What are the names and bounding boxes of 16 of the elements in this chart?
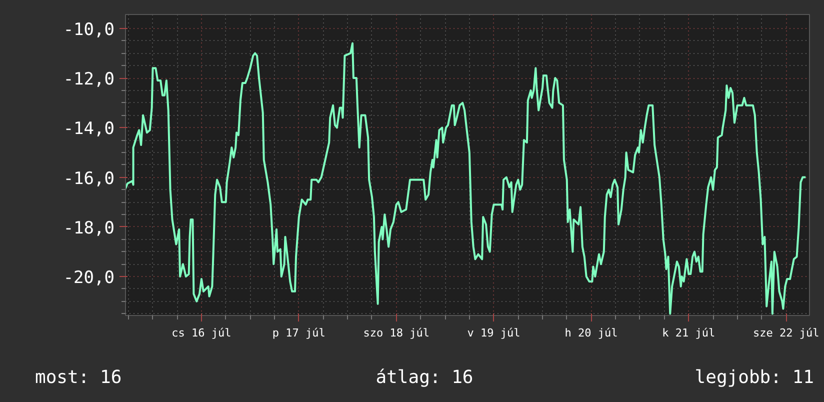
y-tick-label: -10,0 xyxy=(63,20,115,40)
x-tick-label: p 17 júl xyxy=(272,326,326,340)
text: most: 16 xyxy=(35,366,122,390)
y-tick-label: -12,0 xyxy=(63,70,115,90)
x-tick-label: k 21 júl xyxy=(662,326,716,340)
x-tick-label: szo 18 júl xyxy=(363,326,430,340)
text: legjobb: 11 xyxy=(694,366,814,390)
y-tick-label: -16,0 xyxy=(63,168,115,189)
x-tick-label: sze 22 júl xyxy=(752,326,820,340)
x-tick-label: h 20 júl xyxy=(564,326,618,340)
y-tick-label: -20,0 xyxy=(63,268,115,288)
y-tick-label: -14,0 xyxy=(63,119,115,140)
x-tick-label: cs 16 júl xyxy=(172,326,232,340)
text: átlag: 16 xyxy=(376,366,474,390)
x-tick-label: v 19 júl xyxy=(467,326,520,340)
y-tick-label: -18,0 xyxy=(63,218,115,238)
